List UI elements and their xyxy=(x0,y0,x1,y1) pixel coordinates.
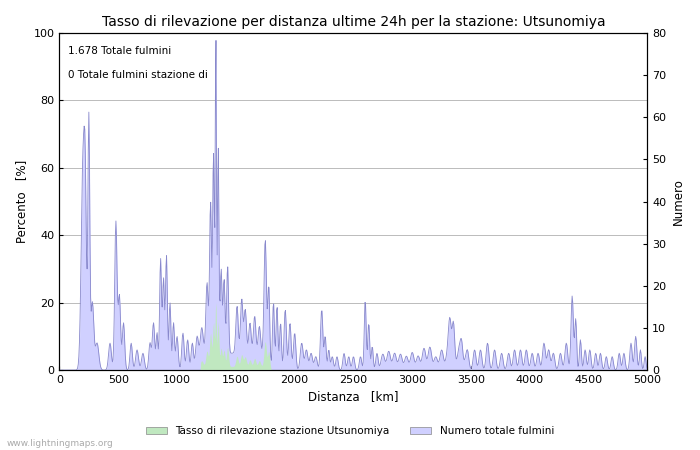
Text: www.lightningmaps.org: www.lightningmaps.org xyxy=(7,439,113,448)
Text: 1.678 Totale fulmini: 1.678 Totale fulmini xyxy=(68,46,172,56)
Y-axis label: Percento   [%]: Percento [%] xyxy=(15,160,28,243)
Text: 0 Totale fulmini stazione di: 0 Totale fulmini stazione di xyxy=(68,70,208,80)
Title: Tasso di rilevazione per distanza ultime 24h per la stazione: Utsunomiya: Tasso di rilevazione per distanza ultime… xyxy=(102,15,606,29)
X-axis label: Distanza   [km]: Distanza [km] xyxy=(308,391,399,404)
Y-axis label: Numero: Numero xyxy=(672,178,685,225)
Legend: Tasso di rilevazione stazione Utsunomiya, Numero totale fulmini: Tasso di rilevazione stazione Utsunomiya… xyxy=(142,422,558,440)
